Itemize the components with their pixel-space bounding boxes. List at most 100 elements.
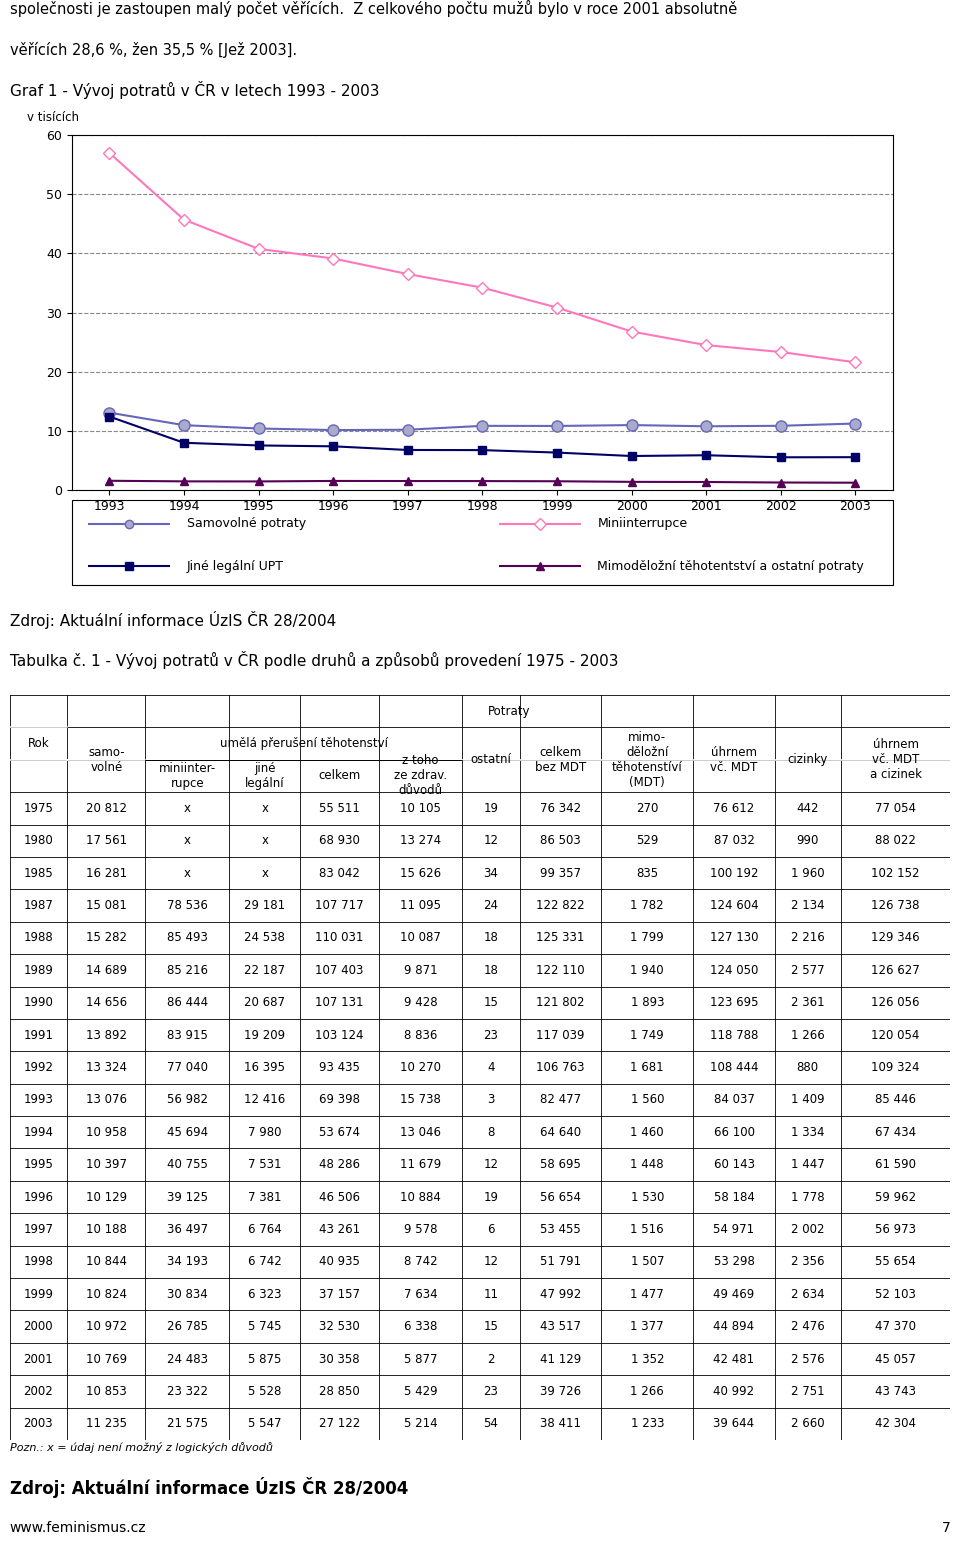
Text: samo-
volné: samo- volné (88, 745, 125, 773)
Text: 1 516: 1 516 (631, 1224, 664, 1236)
Text: 16 281: 16 281 (85, 867, 127, 880)
Text: Pozn.: x = údaj není možný z logických důvodů: Pozn.: x = údaj není možný z logických d… (10, 1443, 273, 1454)
Text: 40 755: 40 755 (167, 1159, 207, 1171)
Text: 1980: 1980 (23, 835, 53, 847)
Text: Zdroj: Aktuální informace ÚzIS ČR 28/2004: Zdroj: Aktuální informace ÚzIS ČR 28/200… (10, 611, 336, 630)
Text: 12 416: 12 416 (244, 1094, 285, 1106)
Text: 44 894: 44 894 (713, 1321, 755, 1333)
Text: 7 381: 7 381 (248, 1191, 281, 1204)
Text: 20 687: 20 687 (244, 997, 285, 1009)
Text: 6 323: 6 323 (248, 1288, 281, 1301)
Text: 107 717: 107 717 (315, 900, 364, 912)
Text: 85 446: 85 446 (875, 1094, 916, 1106)
Text: 122 110: 122 110 (537, 964, 585, 977)
Text: 1995: 1995 (23, 1159, 54, 1171)
Text: 28 850: 28 850 (319, 1386, 360, 1398)
Text: 1 266: 1 266 (631, 1386, 664, 1398)
Text: x: x (183, 802, 191, 815)
Text: 1 940: 1 940 (631, 964, 664, 977)
Text: 34: 34 (484, 867, 498, 880)
Text: 23 322: 23 322 (167, 1386, 207, 1398)
Text: 29 181: 29 181 (244, 900, 285, 912)
Text: 22 187: 22 187 (244, 964, 285, 977)
Text: 7 980: 7 980 (248, 1126, 281, 1139)
Text: 58 695: 58 695 (540, 1159, 581, 1171)
Text: 48 286: 48 286 (319, 1159, 360, 1171)
Text: 122 822: 122 822 (537, 900, 585, 912)
Text: 93 435: 93 435 (319, 1062, 360, 1074)
Text: 123 695: 123 695 (709, 997, 758, 1009)
Text: 1 778: 1 778 (791, 1191, 825, 1204)
Text: 10 972: 10 972 (85, 1321, 127, 1333)
Text: 40 935: 40 935 (319, 1256, 360, 1268)
Text: 7: 7 (942, 1521, 950, 1535)
Text: 129 346: 129 346 (872, 932, 920, 944)
Text: 1990: 1990 (23, 997, 54, 1009)
Text: 39 726: 39 726 (540, 1386, 581, 1398)
Text: 41 129: 41 129 (540, 1353, 581, 1366)
Text: 1 409: 1 409 (791, 1094, 825, 1106)
Text: 34 193: 34 193 (167, 1256, 207, 1268)
Text: 270: 270 (636, 802, 659, 815)
Text: věřících 28,6 %, žen 35,5 % [Jež 2003].: věřících 28,6 %, žen 35,5 % [Jež 2003]. (10, 42, 297, 59)
Text: 2 476: 2 476 (791, 1321, 825, 1333)
Text: 53 298: 53 298 (713, 1256, 755, 1268)
Text: Graf 1 - Vývoj potratů v ČR v letech 1993 - 2003: Graf 1 - Vývoj potratů v ČR v letech 199… (10, 80, 379, 99)
Text: 76 342: 76 342 (540, 802, 581, 815)
Text: 77 040: 77 040 (167, 1062, 207, 1074)
Text: 10 397: 10 397 (85, 1159, 127, 1171)
Text: 9 428: 9 428 (403, 997, 437, 1009)
Text: 5 877: 5 877 (403, 1353, 437, 1366)
Text: 66 100: 66 100 (713, 1126, 755, 1139)
Text: 26 785: 26 785 (167, 1321, 207, 1333)
Text: 1 749: 1 749 (631, 1029, 664, 1042)
Text: 39 644: 39 644 (713, 1418, 755, 1430)
Text: 1989: 1989 (23, 964, 54, 977)
Text: 21 575: 21 575 (167, 1418, 207, 1430)
Text: 12: 12 (484, 1256, 498, 1268)
Text: 49 469: 49 469 (713, 1288, 755, 1301)
Text: 6 764: 6 764 (248, 1224, 281, 1236)
Text: 16 395: 16 395 (244, 1062, 285, 1074)
Text: 120 054: 120 054 (872, 1029, 920, 1042)
Text: 11: 11 (484, 1288, 498, 1301)
Text: 5 214: 5 214 (403, 1418, 437, 1430)
Text: 2 356: 2 356 (791, 1256, 825, 1268)
Text: Rok: Rok (28, 738, 49, 750)
Text: 2000: 2000 (24, 1321, 53, 1333)
Text: 11 235: 11 235 (85, 1418, 127, 1430)
Text: 30 358: 30 358 (319, 1353, 360, 1366)
Text: 45 057: 45 057 (876, 1353, 916, 1366)
Text: 1985: 1985 (23, 867, 53, 880)
Text: 2 216: 2 216 (791, 932, 825, 944)
Text: 56 973: 56 973 (875, 1224, 916, 1236)
Text: celkem
bez MDT: celkem bez MDT (535, 745, 587, 773)
Text: 1975: 1975 (23, 802, 54, 815)
Text: 13 046: 13 046 (400, 1126, 441, 1139)
Text: 15 081: 15 081 (85, 900, 127, 912)
Text: 24: 24 (484, 900, 498, 912)
Text: 18: 18 (484, 964, 498, 977)
Text: 106 763: 106 763 (537, 1062, 585, 1074)
Text: 2 576: 2 576 (791, 1353, 825, 1366)
Text: 1994: 1994 (23, 1126, 54, 1139)
Text: 125 331: 125 331 (537, 932, 585, 944)
Text: 1 352: 1 352 (631, 1353, 664, 1366)
Text: společnosti je zastoupen malý počet věřících.  Z celkového počtu mužů bylo v roc: společnosti je zastoupen malý počet věří… (10, 0, 737, 17)
Text: 109 324: 109 324 (872, 1062, 920, 1074)
Text: 6 338: 6 338 (404, 1321, 437, 1333)
Text: 1 560: 1 560 (631, 1094, 664, 1106)
Text: 53 455: 53 455 (540, 1224, 581, 1236)
Text: 54 971: 54 971 (713, 1224, 755, 1236)
Text: 83 915: 83 915 (167, 1029, 207, 1042)
Text: 14 656: 14 656 (85, 997, 127, 1009)
Text: 15: 15 (484, 997, 498, 1009)
Text: 43 517: 43 517 (540, 1321, 581, 1333)
Text: 10 824: 10 824 (85, 1288, 127, 1301)
Text: z toho
ze zdrav.
důvodů: z toho ze zdrav. důvodů (394, 755, 447, 798)
Text: 14 689: 14 689 (85, 964, 127, 977)
Text: 1 447: 1 447 (791, 1159, 825, 1171)
Text: 2003: 2003 (24, 1418, 53, 1430)
Text: 126 738: 126 738 (872, 900, 920, 912)
Text: 124 050: 124 050 (709, 964, 758, 977)
